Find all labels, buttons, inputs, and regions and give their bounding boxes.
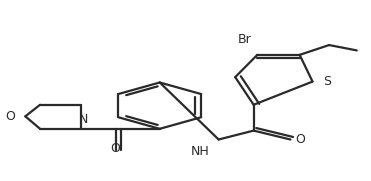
Text: NH: NH bbox=[191, 145, 210, 158]
Text: O: O bbox=[111, 142, 121, 155]
Text: S: S bbox=[324, 75, 332, 88]
Text: O: O bbox=[295, 133, 305, 146]
Text: N: N bbox=[79, 113, 88, 126]
Text: Br: Br bbox=[237, 33, 251, 46]
Text: O: O bbox=[6, 110, 15, 123]
